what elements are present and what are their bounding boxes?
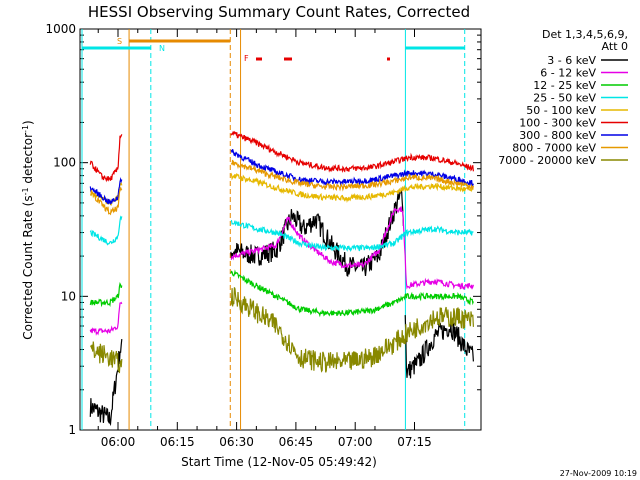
flag-label-n: N (159, 44, 165, 53)
x-tick-label: 06:15 (160, 435, 195, 449)
y-tick-label: 1 (68, 423, 76, 437)
series-line-5 (89, 130, 474, 183)
series-line-1 (89, 206, 474, 336)
series-line-0 (89, 188, 474, 427)
legend-entry-label: 6 - 12 keV (540, 67, 596, 80)
x-tick-label: 07:00 (338, 435, 373, 449)
x-tick-label: 06:30 (219, 435, 254, 449)
x-axis-label: Start Time (12-Nov-05 05:49:42) (181, 455, 377, 469)
legend-entry-label: 25 - 50 keV (533, 92, 596, 105)
y-axis-label: Corrected Count Rate (s-1 detector-1) (21, 120, 36, 339)
chart-title: HESSI Observing Summary Count Rates, Cor… (88, 3, 470, 21)
legend-entry-label: 7000 - 20000 keV (498, 154, 596, 167)
legend-entry-label: 300 - 800 keV (519, 129, 596, 142)
legend-entry-label: 800 - 7000 keV (512, 142, 596, 155)
series-line-6 (89, 149, 474, 206)
y-tick-label: 1000 (45, 22, 76, 36)
legend-entry-label: 12 - 25 keV (533, 79, 596, 92)
plot-frame (79, 28, 482, 431)
y-tick-label: 10 (61, 289, 76, 303)
legend-entry-label: 50 - 100 keV (526, 104, 596, 117)
series-line-2 (89, 269, 474, 318)
y-tick-label: 100 (53, 156, 76, 170)
x-tick-label: 06:00 (101, 435, 136, 449)
flag-label-f: F (244, 54, 249, 63)
timestamp: 27-Nov-2009 10:19 (560, 469, 637, 478)
legend-header-2: Att 0 (602, 40, 628, 53)
x-tick-label: 07:15 (397, 435, 432, 449)
legend-entry-label: 100 - 300 keV (519, 117, 596, 130)
legend-entry-label: 3 - 6 keV (547, 54, 596, 67)
flag-label-s: S (117, 37, 122, 46)
legend-header-1: Det 1,3,4,5,6,9, (542, 28, 628, 41)
series-line-3 (89, 215, 474, 252)
series-line-8 (89, 287, 474, 374)
series-line-7 (89, 159, 474, 216)
x-tick-label: 06:45 (279, 435, 314, 449)
